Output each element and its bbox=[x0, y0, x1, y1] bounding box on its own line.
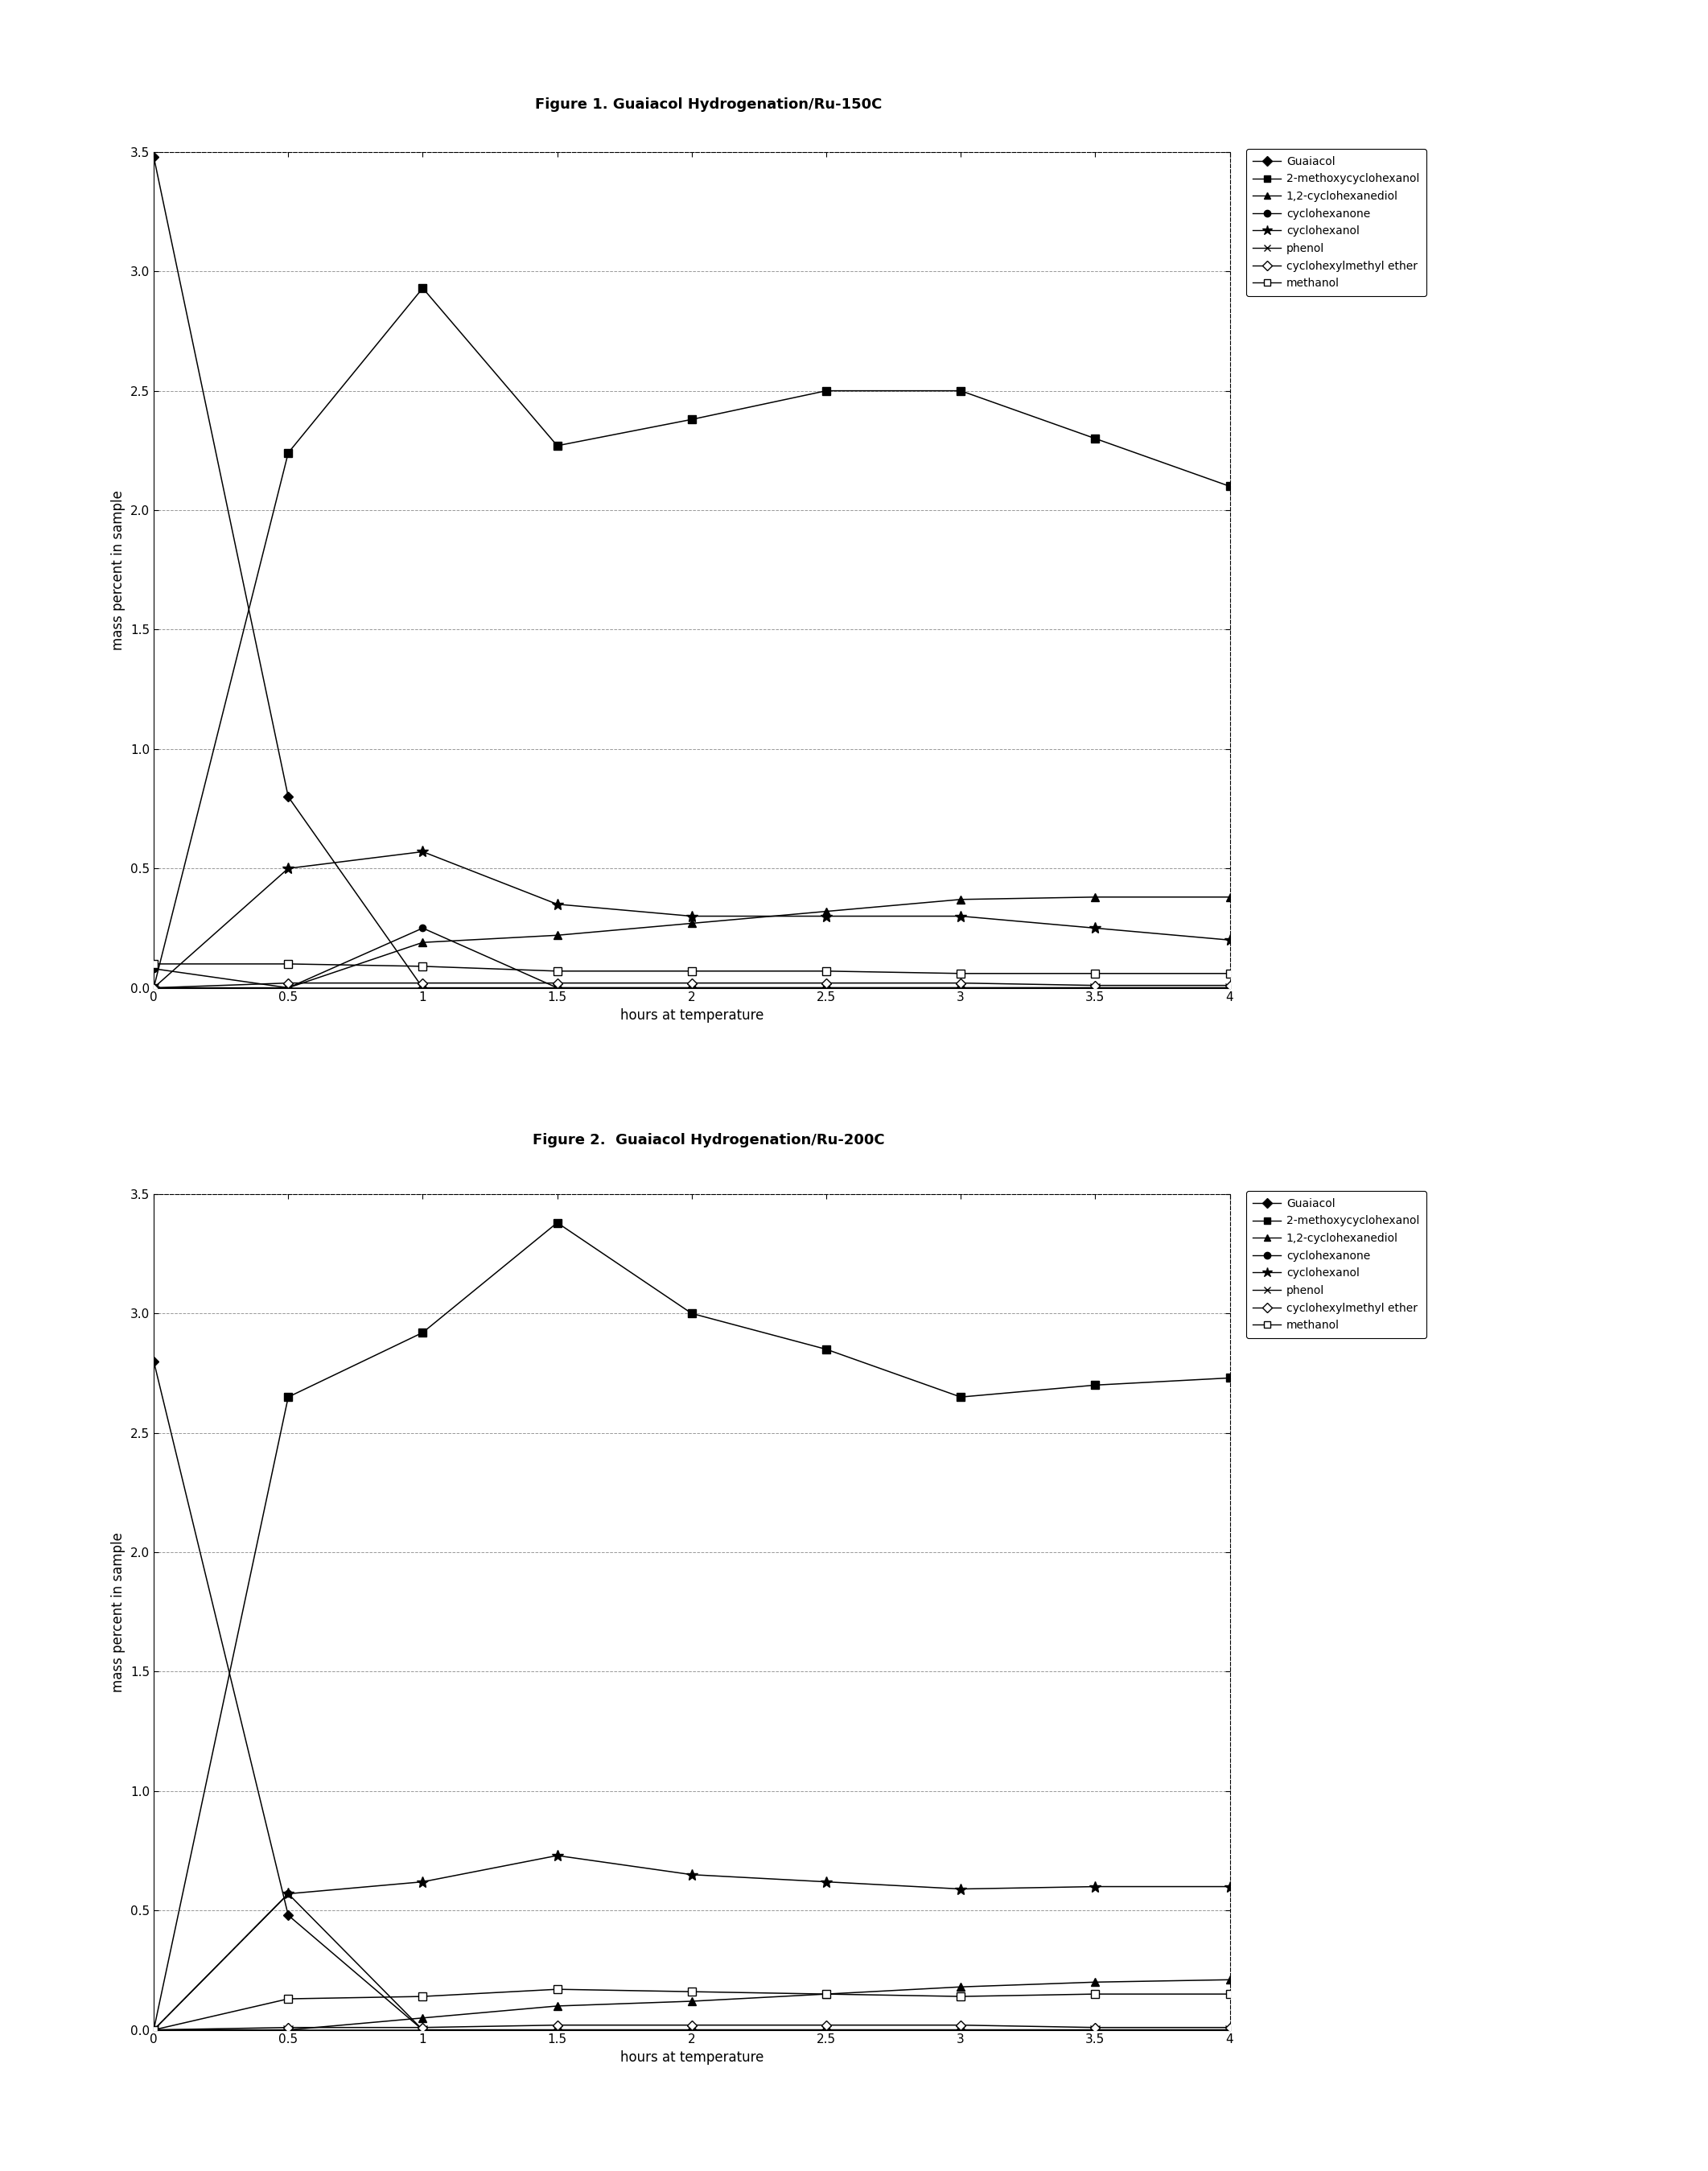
Text: Figure 2.  Guaiacol Hydrogenation/Ru-200C: Figure 2. Guaiacol Hydrogenation/Ru-200C bbox=[533, 1133, 885, 1148]
Legend: Guaiacol, 2-methoxycyclohexanol, 1,2-cyclohexanediol, cyclohexanone, cyclohexano: Guaiacol, 2-methoxycyclohexanol, 1,2-cyc… bbox=[1247, 1192, 1426, 1337]
Y-axis label: mass percent in sample: mass percent in sample bbox=[111, 491, 126, 649]
X-axis label: hours at temperature: hours at temperature bbox=[620, 1007, 763, 1023]
Text: Figure 1. Guaiacol Hydrogenation/Ru-150C: Figure 1. Guaiacol Hydrogenation/Ru-150C bbox=[535, 98, 883, 113]
Legend: Guaiacol, 2-methoxycyclohexanol, 1,2-cyclohexanediol, cyclohexanone, cyclohexano: Guaiacol, 2-methoxycyclohexanol, 1,2-cyc… bbox=[1247, 150, 1426, 295]
Y-axis label: mass percent in sample: mass percent in sample bbox=[111, 1533, 126, 1691]
X-axis label: hours at temperature: hours at temperature bbox=[620, 2049, 763, 2065]
